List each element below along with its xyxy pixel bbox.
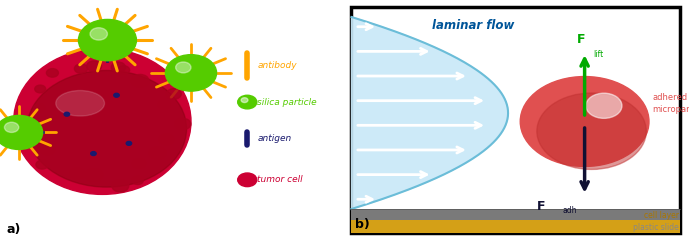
Circle shape [176,62,191,73]
Text: $\mathbf{F}$: $\mathbf{F}$ [577,33,586,46]
Circle shape [34,85,45,93]
Text: tumor cell: tumor cell [258,175,303,184]
Circle shape [158,101,170,109]
Circle shape [87,61,101,71]
Circle shape [132,74,149,87]
Polygon shape [351,17,508,209]
Circle shape [34,104,45,112]
Circle shape [14,125,30,136]
Text: plastic slide: plastic slide [633,223,679,232]
Text: laminar flow: laminar flow [432,19,515,32]
Circle shape [0,115,43,149]
Bar [351,209,680,221]
Text: b): b) [355,218,370,231]
Text: antigen: antigen [258,134,291,143]
Text: cell layer: cell layer [644,210,679,220]
Circle shape [586,93,622,118]
Circle shape [36,160,48,169]
Circle shape [41,144,54,154]
Text: lift: lift [593,50,604,59]
Text: a): a) [7,223,21,236]
Text: silica particle: silica particle [258,97,317,107]
Circle shape [159,134,174,145]
Circle shape [175,118,191,130]
Circle shape [46,69,59,77]
Ellipse shape [27,70,187,187]
Circle shape [166,89,181,99]
Circle shape [132,159,145,168]
Circle shape [165,55,216,91]
Bar [351,220,680,233]
Circle shape [118,66,130,74]
Circle shape [64,112,70,116]
Circle shape [241,98,248,103]
FancyBboxPatch shape [351,7,680,233]
Circle shape [85,169,103,181]
Circle shape [32,128,48,139]
Circle shape [150,147,166,159]
Text: adhered
microparticle: adhered microparticle [652,93,689,114]
Circle shape [91,152,96,156]
Circle shape [114,93,119,97]
Circle shape [132,176,143,184]
Circle shape [537,93,646,169]
Circle shape [520,77,649,166]
Circle shape [238,95,257,109]
Circle shape [79,19,136,61]
Text: $\mathbf{F}$: $\mathbf{F}$ [536,200,545,213]
Ellipse shape [14,49,191,194]
Circle shape [70,168,84,179]
Circle shape [4,122,19,132]
Text: antibody: antibody [258,61,297,70]
Circle shape [238,173,257,187]
Circle shape [112,180,129,192]
Circle shape [111,62,125,72]
Circle shape [126,141,132,145]
Circle shape [74,64,88,73]
Ellipse shape [56,91,105,116]
Text: adh: adh [562,206,577,215]
Circle shape [90,28,107,40]
